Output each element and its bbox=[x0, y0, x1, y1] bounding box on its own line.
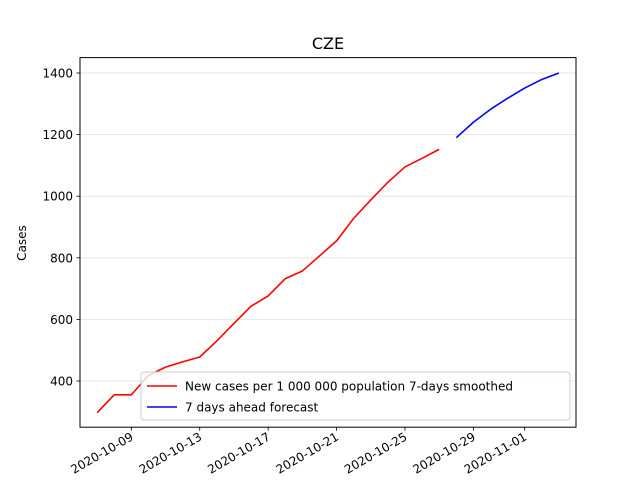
legend-label-observed: New cases per 1 000 000 population 7-day… bbox=[185, 380, 513, 394]
forecast-line bbox=[455, 72, 560, 139]
chart-title: CZE bbox=[312, 34, 344, 53]
legend-label-forecast: 7 days ahead forecast bbox=[185, 401, 319, 415]
x-tick-label: 2020-10-25 bbox=[342, 430, 409, 477]
y-tick-label: 600 bbox=[50, 313, 73, 327]
y-axis-label: Cases bbox=[15, 225, 29, 261]
x-tick-label: 2020-10-09 bbox=[68, 430, 135, 477]
x-tick-label: 2020-10-13 bbox=[137, 430, 204, 477]
series-lines bbox=[96, 72, 560, 414]
y-tick-label: 800 bbox=[50, 251, 73, 265]
legend: New cases per 1 000 000 population 7-day… bbox=[140, 371, 571, 421]
plot-frame bbox=[79, 57, 577, 428]
x-tick-label: 2020-10-17 bbox=[205, 430, 272, 477]
y-tick-label: 1400 bbox=[42, 67, 73, 81]
x-tick-label: 2020-10-21 bbox=[274, 430, 341, 477]
y-axis: 400 600 800 1000 1200 1400 bbox=[42, 67, 80, 389]
legend-box bbox=[140, 371, 571, 421]
y-tick-label: 1000 bbox=[42, 190, 73, 204]
y-tick-label: 400 bbox=[50, 375, 73, 389]
x-axis: 2020-10-09 2020-10-13 2020-10-17 2020-10-21… bbox=[68, 427, 529, 477]
y-tick-label: 1200 bbox=[42, 128, 73, 142]
grid-lines bbox=[80, 72, 576, 382]
